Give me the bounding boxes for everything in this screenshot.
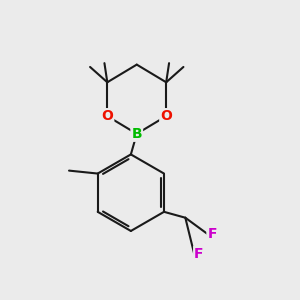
Text: F: F [194, 247, 204, 261]
Text: O: O [160, 109, 172, 123]
Text: B: B [131, 127, 142, 141]
Text: F: F [207, 227, 217, 241]
Text: O: O [101, 109, 113, 123]
